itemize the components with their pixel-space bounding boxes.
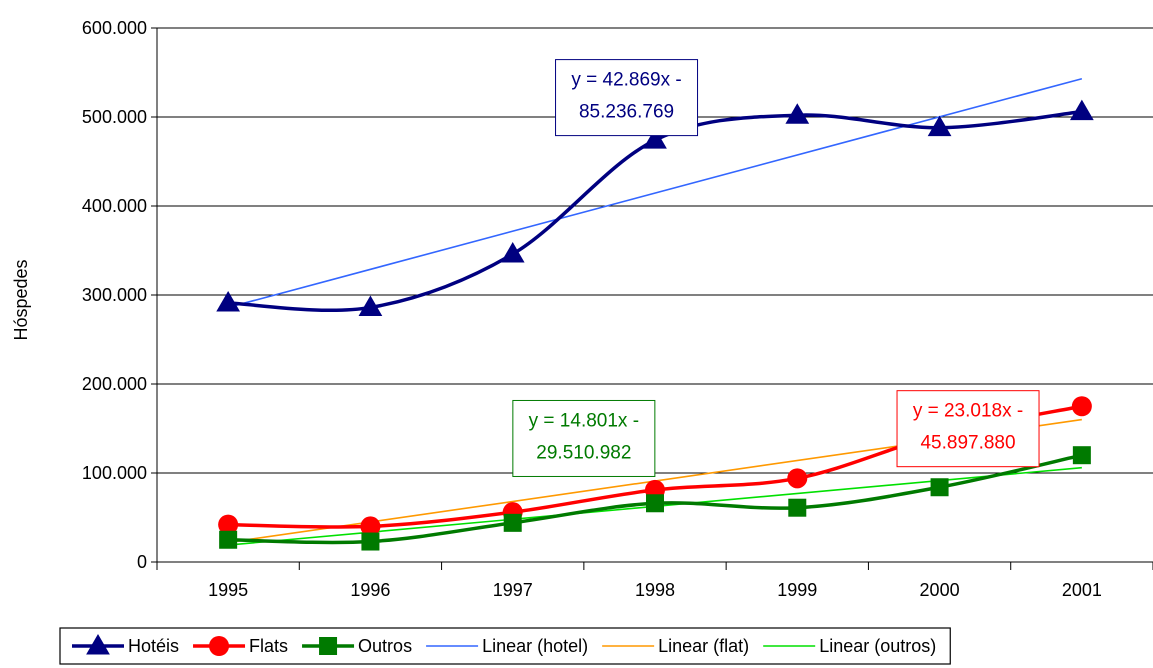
data-point <box>787 468 807 488</box>
data-point <box>502 243 524 262</box>
y-tick-label: 200.000 <box>82 374 147 394</box>
equation-text: y = 14.801x - <box>529 410 639 431</box>
data-point <box>788 499 806 517</box>
y-tick-label: 300.000 <box>82 285 147 305</box>
data-point <box>1071 101 1093 120</box>
equation-text: 45.897.880 <box>920 433 1015 454</box>
y-tick-label: 500.000 <box>82 107 147 127</box>
legend-label: Linear (outros) <box>819 636 936 656</box>
legend-label: Outros <box>358 636 412 656</box>
data-point <box>1073 446 1091 464</box>
data-point <box>361 533 379 551</box>
y-tick-label: 600.000 <box>82 18 147 38</box>
equation-text: y = 42.869x - <box>571 70 681 91</box>
legend-marker <box>209 636 229 656</box>
data-point <box>931 478 949 496</box>
y-tick-label: 0 <box>137 552 147 572</box>
x-tick-label: 1996 <box>350 580 390 600</box>
legend: Hotéis Flats Outros Linear (hotel) Linear (f… <box>60 628 950 664</box>
data-point <box>504 514 522 532</box>
legend-label: Linear (flat) <box>658 636 749 656</box>
x-tick-label: 1998 <box>635 580 675 600</box>
equation-text: 29.510.982 <box>536 442 631 463</box>
trend-equation: y = 23.018x - 45.897.880 <box>897 391 1039 467</box>
legend-label: Hotéis <box>128 636 179 656</box>
data-point <box>646 494 664 512</box>
y-axis-label: Hóspedes <box>11 259 31 340</box>
legend-label: Linear (hotel) <box>482 636 588 656</box>
x-tick-label: 2000 <box>920 580 960 600</box>
trend-equation: y = 42.869x - 85.236.769 <box>556 60 698 136</box>
y-tick-label: 400.000 <box>82 196 147 216</box>
legend-label: Flats <box>249 636 288 656</box>
trend-equation: y = 14.801x - 29.510.982 <box>513 400 655 476</box>
x-tick-label: 1999 <box>777 580 817 600</box>
data-point <box>219 531 237 549</box>
x-tick-label: 1995 <box>208 580 248 600</box>
y-tick-label: 100.000 <box>82 463 147 483</box>
data-point <box>1072 396 1092 416</box>
equation-text: 85.236.769 <box>579 102 674 123</box>
legend-marker <box>319 637 337 655</box>
x-tick-label: 2001 <box>1062 580 1102 600</box>
equation-text: y = 23.018x - <box>913 401 1023 422</box>
x-tick-label: 1997 <box>493 580 533 600</box>
